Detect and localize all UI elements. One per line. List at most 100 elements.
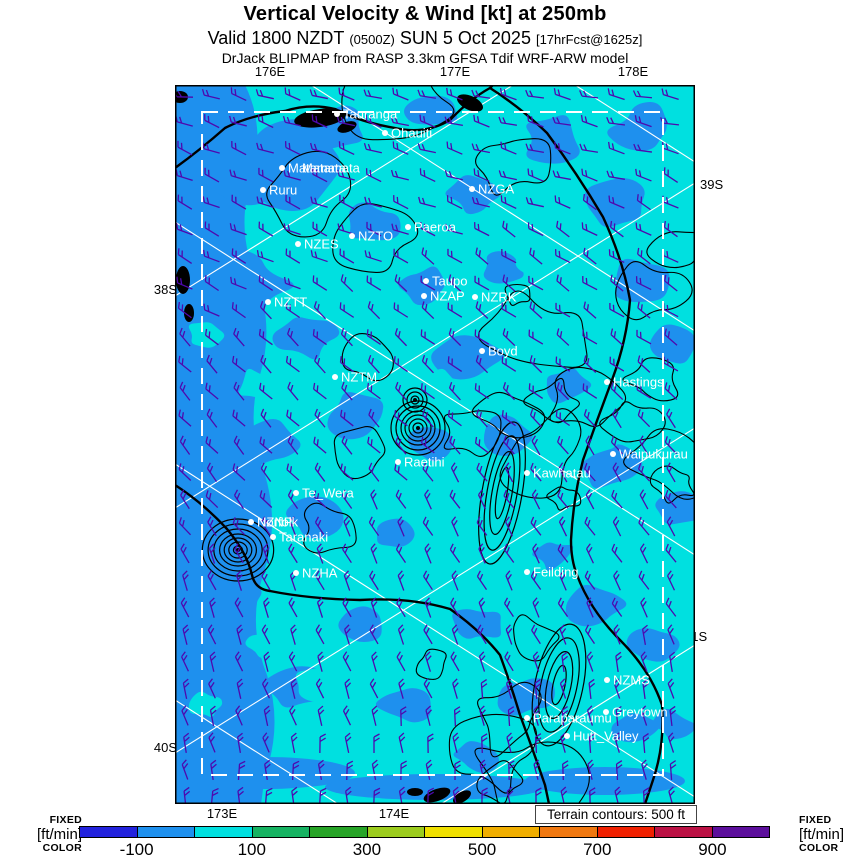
longitude-label: 173E — [206, 806, 238, 821]
colorbar-tick: 500 — [467, 840, 497, 859]
city-dot — [421, 293, 427, 299]
city-label: Boyd — [488, 344, 518, 359]
map-panel: Tauranga Ohauiti Matamata Matamata Ruru NZGA P… — [172, 58, 710, 834]
city-dot — [349, 233, 355, 239]
city-label: Te_Wera — [302, 486, 355, 501]
model-domain-boundary — [201, 111, 664, 776]
city-dot — [524, 569, 530, 575]
city-dot — [265, 299, 271, 305]
color-label: COLOR — [42, 841, 82, 854]
forecast-tag: [17hrFcst@1625z] — [535, 32, 643, 47]
valid-time-prefix: Valid 1800 NZDT — [207, 28, 345, 48]
city-dot — [469, 186, 475, 192]
city-dot — [332, 374, 338, 380]
fixed-color-label-left: FIXED [ft/min] COLOR — [18, 815, 82, 853]
city-label: Tauranga — [343, 107, 398, 122]
city-dot — [603, 709, 609, 715]
colorbar-tick: -100 — [119, 840, 154, 859]
latitude-label: 39S — [700, 177, 724, 192]
colorbar-tick: 300 — [352, 840, 382, 859]
city-dot — [279, 165, 285, 171]
fixed-label: FIXED — [799, 814, 832, 826]
terrain-note: Terrain contours: 500 ft — [535, 805, 697, 824]
colorbar-segment — [425, 827, 483, 837]
city-label: Matamata — [302, 161, 361, 176]
city-label: Hastings — [613, 375, 664, 390]
city-label: NZHA — [302, 566, 338, 581]
city-label: Ohauiti — [391, 126, 432, 141]
city-dot — [564, 733, 570, 739]
units-label: [ft/min] — [799, 825, 845, 843]
colorbar-tick: 700 — [583, 840, 612, 859]
fixed-label: FIXED — [49, 814, 82, 826]
city-label: Paeroa — [414, 220, 457, 235]
colorbar-tick: 100 — [237, 840, 266, 859]
city-label: NZTT — [274, 295, 307, 310]
city-label: NZRK — [481, 290, 517, 305]
units-label: [ft/min] — [36, 825, 82, 843]
city-label: NZNP — [257, 515, 292, 530]
city-dot — [295, 241, 301, 247]
city-dot — [604, 677, 610, 683]
city-label: Hutt_Valley — [573, 729, 639, 744]
city-label: NZGA — [478, 182, 514, 197]
colorbar-segment — [367, 827, 425, 837]
city-label: Feilding — [533, 565, 579, 580]
city-dot — [604, 379, 610, 385]
colorbar-segment — [712, 827, 769, 837]
valid-time-line: Valid 1800 NZDT (0500Z) SUN 5 Oct 2025 [… — [0, 28, 850, 49]
city-dot — [248, 519, 254, 525]
colorbar-segment — [540, 827, 598, 837]
city-label: NZMS — [613, 673, 650, 688]
colorbar-segment — [597, 827, 655, 837]
city-label: Taupo — [432, 274, 467, 289]
city-dot — [382, 130, 388, 136]
city-label: NZTM — [341, 370, 377, 385]
city-dot — [405, 224, 411, 230]
city-dot — [293, 490, 299, 496]
city-label: Kawhatau — [533, 466, 591, 481]
city-label: Greytown — [612, 705, 668, 720]
city-label: Matamata — [288, 161, 347, 176]
city-label: Waipukurau — [619, 447, 688, 462]
city-label: Taranaki — [279, 530, 328, 545]
city-dot — [260, 187, 266, 193]
city-label: NZES — [304, 237, 339, 252]
city-dot — [524, 715, 530, 721]
longitude-label: 174E — [378, 806, 410, 821]
colorbar-segment — [655, 827, 713, 837]
terrain-contours — [201, 58, 710, 834]
city-label: NZTO — [358, 229, 393, 244]
city-dot — [423, 278, 429, 284]
longitude-label: 178E — [617, 64, 649, 79]
longitude-label: 176E — [254, 64, 286, 79]
latitude-label: 38S — [153, 282, 177, 297]
colorbar-segment — [195, 827, 253, 837]
colorbar-segment — [137, 827, 195, 837]
city-dot — [395, 459, 401, 465]
latitude-label: 40S — [153, 740, 177, 755]
city-dot — [334, 111, 340, 117]
city-dot — [472, 294, 478, 300]
city-label: Paraparaumu — [533, 711, 612, 726]
fixed-color-label-right: FIXED [ft/min] COLOR — [799, 815, 850, 853]
city-dot — [610, 451, 616, 457]
colorbar — [79, 826, 770, 838]
colorbar-segment — [252, 827, 310, 837]
city-label: Norfolk — [257, 515, 299, 530]
sink-patches — [175, 85, 708, 804]
map-frame — [175, 85, 695, 804]
city-dot — [293, 570, 299, 576]
page-title: Vertical Velocity & Wind [kt] at 250mb — [243, 3, 607, 25]
city-dot — [270, 534, 276, 540]
city-label: NZAP — [430, 289, 465, 304]
colorbar-segment — [310, 827, 368, 837]
city-label: Raetihi — [404, 455, 445, 470]
city-label: Ruru — [269, 183, 297, 198]
model-line: DrJack BLIPMAP from RASP 3.3km GFSA Tdif… — [221, 50, 629, 66]
valid-time-zulu: (0500Z) — [349, 32, 395, 47]
color-label: COLOR — [799, 841, 839, 854]
